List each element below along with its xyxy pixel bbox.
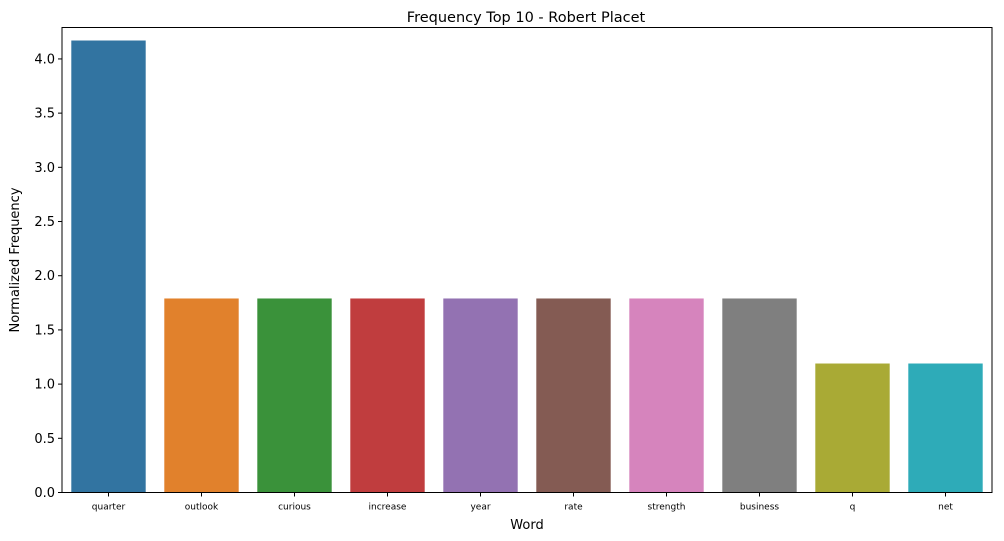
y-tick-label: 1.0: [34, 378, 55, 393]
x-axis-title: Word: [510, 518, 543, 533]
y-tick-label: 0.5: [34, 432, 55, 447]
y-tick-label: 1.5: [34, 323, 55, 338]
x-tick-label: year: [470, 503, 490, 513]
bar-business: [722, 298, 797, 493]
bar-year: [443, 298, 518, 493]
y-tick-label: 4.0: [34, 52, 55, 67]
bar-net: [908, 363, 983, 493]
bars: [71, 40, 983, 493]
x-tick-label: business: [740, 503, 780, 513]
x-tick-label: increase: [369, 503, 407, 513]
y-tick-label: 3.5: [34, 107, 55, 122]
chart-title: Frequency Top 10 - Robert Placet: [407, 10, 646, 26]
x-tick-label: curious: [278, 503, 311, 513]
bar-rate: [536, 298, 611, 493]
bar-outlook: [164, 298, 239, 493]
bar-curious: [257, 298, 332, 493]
bar-strength: [629, 298, 704, 493]
y-tick-label: 2.0: [34, 269, 55, 284]
plot-frame: [61, 27, 993, 493]
y-tick-label: 3.0: [34, 161, 55, 176]
y-axis-title: Normalized Frequency: [8, 187, 23, 332]
x-tick-label: strength: [648, 503, 686, 513]
x-axis-ticks: quarter outlook curious increase year rate str…: [92, 492, 953, 513]
y-axis-ticks: 0.0 0.5 1.0 1.5 2.0 2.5 3.0 3.5 4.0: [34, 52, 62, 501]
x-tick-label: net: [938, 503, 953, 513]
y-tick-label: 0.0: [34, 486, 55, 501]
y-tick-label: 2.5: [34, 215, 55, 230]
x-tick-label: quarter: [92, 503, 126, 513]
bar-q: [815, 363, 890, 493]
bar-quarter: [71, 40, 146, 493]
x-tick-label: q: [850, 503, 856, 513]
bar-increase: [350, 298, 425, 493]
x-tick-label: outlook: [185, 503, 219, 513]
x-tick-label: rate: [564, 503, 583, 513]
